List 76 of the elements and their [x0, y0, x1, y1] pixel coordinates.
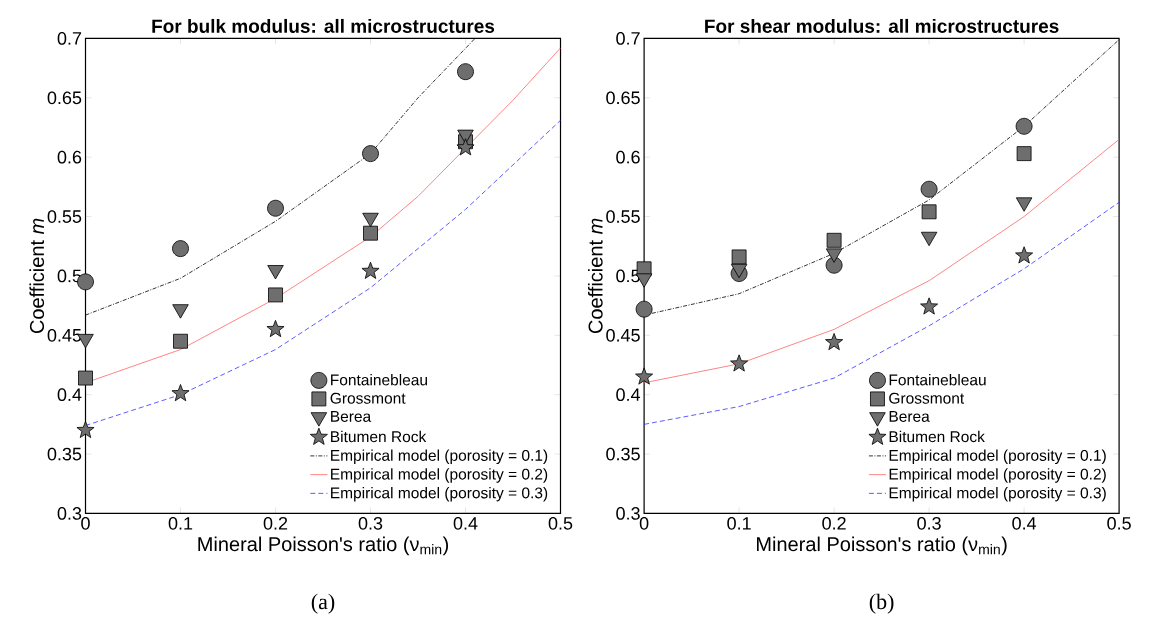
text: (b): [869, 593, 894, 614]
legend-label: Empirical model (porosity = 0.3): [889, 486, 1106, 502]
y-tick-label: 0.45: [606, 328, 640, 342]
x-tick-label: 0.5: [1107, 516, 1131, 530]
y-tick-label: 0.35: [47, 447, 82, 461]
y-tick-label: 0.55: [606, 210, 640, 223]
legend-label: Fontainebleau: [889, 374, 986, 386]
point: [731, 249, 747, 265]
x-tick-label: 0.5: [548, 516, 573, 530]
y-tick-label: 0.6: [616, 150, 640, 164]
y-tick-label: 0.45: [47, 328, 82, 342]
line-series: [643, 201, 1120, 425]
x-axis-title: Mineral Poisson's ratio (ν$_{min}$): [757, 536, 1007, 556]
point: [363, 225, 378, 241]
legend-label: Empirical model (porosity = 0.3): [331, 486, 548, 502]
legend-label: Grossmont: [889, 392, 965, 404]
y-tick-label: 0.55: [47, 210, 82, 223]
legend-label: Berea: [331, 411, 372, 422]
point: [361, 261, 380, 279]
legend-label: Empirical model (porosity = 0.1): [889, 449, 1106, 464]
x-tick-label: 0.4: [1012, 516, 1037, 530]
legend-label: Grossmont: [330, 392, 406, 404]
point: [920, 297, 939, 315]
legend-label: Empirical model (porosity = 0.2): [889, 468, 1106, 483]
x-tick-label: 0.3: [917, 516, 941, 530]
point: [172, 240, 189, 258]
point: [826, 232, 842, 248]
point: [920, 180, 938, 198]
y-axis-title: Coefficient m: [587, 218, 603, 334]
point: [1016, 146, 1032, 162]
point: [173, 333, 188, 349]
x-tick-label: 0.4: [453, 516, 478, 530]
y-tick-label: 0.65: [606, 91, 640, 105]
legend-label: Fontainebleau: [331, 374, 427, 386]
legend-label: Empirical model (porosity = 0.1): [331, 449, 548, 464]
y-tick-label: 0.3: [57, 507, 82, 520]
y-axis-title: Coefficient m: [29, 218, 45, 334]
point: [78, 370, 93, 386]
x-tick-label: 0.2: [263, 516, 288, 530]
y-tick-label: 0.7: [616, 32, 640, 45]
point: [362, 145, 379, 163]
point: [635, 300, 653, 318]
legend-label: Bitumen Rock: [889, 430, 985, 443]
point: [1015, 117, 1033, 135]
y-tick-label: 0.3: [616, 507, 640, 520]
point: [268, 287, 283, 303]
x-tick-label: 0.1: [727, 516, 751, 530]
y-tick-label: 0.65: [47, 91, 82, 105]
point: [76, 420, 95, 438]
y-tick-label: 0.4: [616, 388, 641, 402]
point: [1015, 246, 1034, 264]
x-tick-label: 0.3: [358, 516, 383, 530]
y-tick-label: 0.6: [57, 150, 82, 164]
chart-title: For shear modulus: all microstructures: [705, 18, 1059, 33]
y-tick-label: 0.4: [57, 388, 82, 402]
x-axis-title: Mineral Poisson's ratio (ν$_{min}$): [198, 536, 449, 556]
point: [457, 63, 474, 81]
legend-label: Empirical model (porosity = 0.2): [331, 468, 548, 483]
point: [730, 354, 749, 372]
chart-title: For bulk modulus: all microstructures: [152, 18, 495, 33]
point: [171, 384, 190, 402]
point: [456, 138, 475, 156]
text: (a): [311, 593, 335, 614]
x-tick-label: 0: [639, 516, 649, 530]
legend-label: Bitumen Rock: [331, 430, 427, 443]
point: [267, 199, 284, 217]
x-tick-label: 0: [81, 516, 90, 530]
point: [266, 319, 285, 338]
x-tick-label: 0.1: [168, 516, 193, 530]
y-tick-label: 0.35: [606, 447, 640, 461]
point: [635, 367, 654, 385]
y-tick-label: 0.7: [57, 32, 82, 45]
point: [825, 333, 844, 351]
legend-label: Berea: [889, 411, 930, 422]
x-tick-label: 0.2: [822, 516, 846, 530]
point: [921, 204, 937, 220]
